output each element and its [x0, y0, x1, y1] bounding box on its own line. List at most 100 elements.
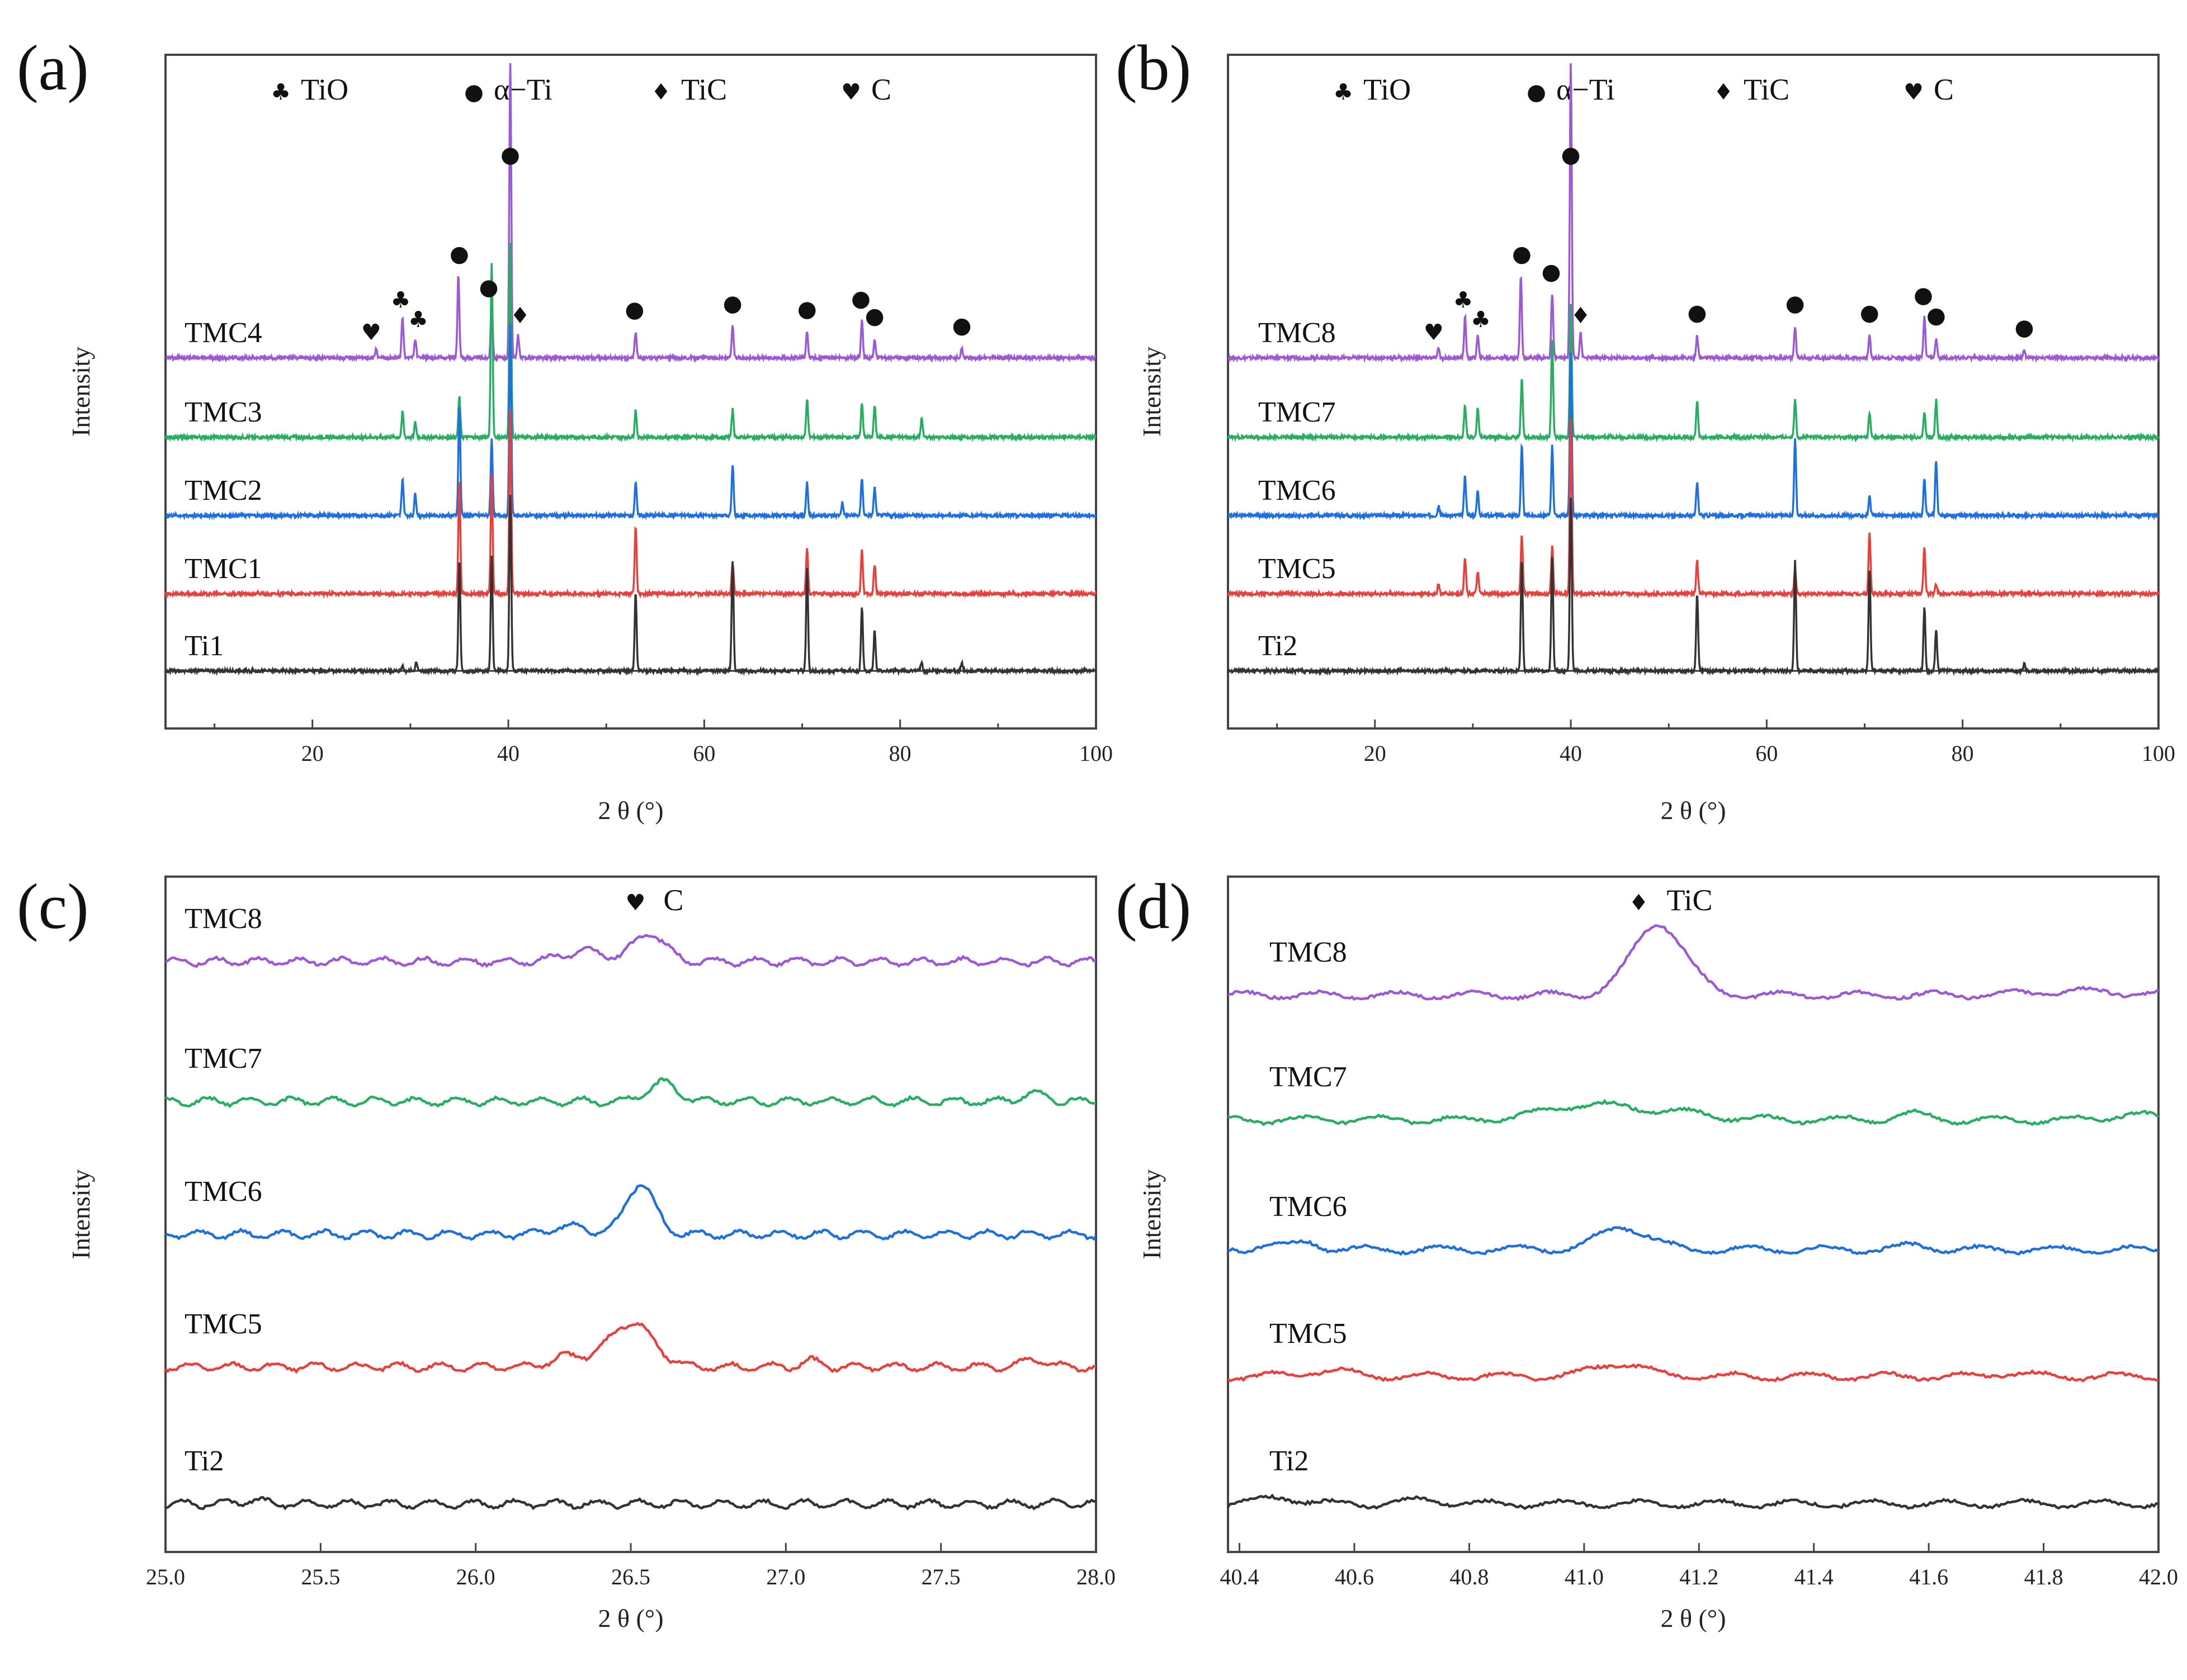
peak-marker-icon: ● [625, 297, 645, 323]
series-label-TMC5: TMC5 [1269, 1318, 1347, 1350]
x-tick-label: 41.2 [1679, 1564, 1718, 1589]
series-label-TMC5: TMC5 [1258, 553, 1336, 585]
x-tick-label: 40.4 [1220, 1564, 1259, 1589]
x-tick-label: 27.0 [766, 1564, 805, 1589]
panel-b: (b) 20 40 60 80 100 2 θ (°) Intensity ♣ TiO ● α−Ti ♦… [1116, 32, 2175, 825]
legend-entry-TiO: ♣ TiO [271, 73, 348, 106]
plot-frame [1227, 54, 2160, 730]
legend-label: C [871, 73, 891, 106]
panel-d: (d) 40.4 40.6 40.8 41.0 41.2 41.4 41.6 41.8 42.0 2… [1116, 871, 2178, 1632]
series-label-Ti2: Ti2 [1258, 630, 1297, 662]
legend-symbol-icon: ♣ [271, 79, 291, 105]
panel-letter-b: (b) [1116, 32, 1191, 104]
peak-annotation-label: TiC [1666, 883, 1712, 917]
series-line-TMC7 [164, 1077, 1097, 1108]
y-axis-title: Intensity [67, 1170, 95, 1260]
legend-entry-C: ♥ C [1903, 73, 1954, 106]
x-tick-label: 41.6 [1909, 1564, 1948, 1589]
peak-marker-icon: ♥ [361, 320, 381, 346]
panel-c: (c) 25.0 25.5 26.0 26.5 27.0 27.5 28.0 2 θ (°) In… [17, 871, 1116, 1632]
x-axis-title: 2 θ (°) [598, 796, 663, 825]
series-line-Ti2 [165, 1496, 1097, 1511]
x-axis-title: 2 θ (°) [598, 1604, 663, 1632]
series-label-Ti2: Ti2 [1269, 1445, 1309, 1477]
peak-marker-icon: ● [865, 303, 885, 329]
series-line-TMC5 [164, 1322, 1097, 1374]
legend-label: C [1934, 73, 1954, 106]
peak-marker-icon: ● [1688, 300, 1707, 325]
x-tick-label: 28.0 [1076, 1564, 1116, 1589]
legend-label: α−Ti [494, 73, 552, 106]
peak-marker-icon: ● [1542, 259, 1561, 285]
peak-marker-icon: ♦ [510, 303, 530, 329]
x-tick-label: 60 [1755, 741, 1778, 766]
peak-marker-icon: ● [479, 275, 499, 300]
series-line-TMC5 [1227, 1363, 2159, 1383]
series-line-TMC4 [166, 63, 1097, 363]
peak-marker-icon: ● [1786, 291, 1805, 316]
x-tick-label: 40.8 [1449, 1564, 1489, 1589]
legend-entry-TiO: ♣ TiO [1333, 73, 1411, 106]
series-line-Ti2 [1227, 498, 2160, 676]
peak-marker-icon: ♣ [1471, 307, 1491, 333]
series-label-Ti1: Ti1 [185, 630, 224, 662]
legend-entry-TiC: ♦ TiC [651, 73, 727, 106]
peak-marker-icon: ● [851, 286, 871, 312]
peak-marker-icon: ● [500, 142, 520, 168]
series-line-TMC8 [1227, 924, 2159, 1001]
peak-marker-icon: ● [952, 313, 972, 339]
series-label-TMC7: TMC7 [1269, 1061, 1347, 1093]
panel-a: (a) 20 40 60 80 100 2 θ (°) Intensity ♣ TiO ● α−Ti ♦… [17, 32, 1113, 825]
x-axis-title: 2 θ (°) [1660, 1604, 1726, 1632]
peak-marker-icon: ● [1926, 303, 1946, 329]
legend-symbol-icon: ♣ [1333, 79, 1353, 105]
x-tick-label: 20 [301, 741, 324, 766]
x-tick-label: 25.0 [146, 1564, 185, 1589]
peak-marker-icon: ● [1512, 242, 1532, 267]
series-label-TMC6: TMC6 [185, 1176, 262, 1208]
peak-annotation-label: C [663, 883, 683, 917]
legend-label: TiO [301, 73, 348, 106]
series-label-TMC8: TMC8 [185, 903, 262, 935]
y-axis-title: Intensity [1137, 1170, 1166, 1260]
series-label-TMC1: TMC1 [185, 553, 262, 585]
plot-frame [1227, 876, 2160, 1553]
legend-entry-α−Ti: ● α−Ti [464, 73, 552, 106]
x-tick-label: 41.0 [1565, 1564, 1604, 1589]
series-line-TMC2 [165, 323, 1097, 521]
x-tick-label: 20 [1364, 741, 1386, 766]
x-tick-label: 26.5 [611, 1564, 650, 1589]
peak-marker-icon: ● [1914, 282, 1933, 308]
panel-letter-c: (c) [17, 871, 89, 943]
series-label-TMC7: TMC7 [185, 1043, 262, 1075]
legend-symbol-icon: ♦ [651, 79, 671, 105]
series-label-TMC4: TMC4 [185, 317, 262, 349]
peak-marker-icon: ♥ [1424, 320, 1444, 346]
peak-marker-icon: ♣ [390, 287, 410, 313]
legend-entry-TiC: ♦ TiC [1713, 73, 1789, 106]
series-label-TMC8: TMC8 [1258, 317, 1336, 349]
series-line-TMC7 [1227, 1099, 2160, 1127]
series-line-TMC7 [1227, 304, 2160, 443]
series-label-TMC5: TMC5 [185, 1308, 262, 1340]
plot-frame [164, 54, 1097, 730]
series-line-TMC8 [1227, 63, 2160, 363]
legend-symbol-icon: ♦ [1713, 79, 1733, 105]
x-tick-label: 60 [693, 741, 715, 766]
peak-marker-icon: ● [1860, 300, 1879, 325]
x-tick-label: 40 [1560, 741, 1582, 766]
x-axis-title: 2 θ (°) [1660, 796, 1726, 825]
peak-marker-icon: ● [450, 242, 469, 267]
peak-marker-icon: ● [723, 291, 743, 316]
legend-label: TiC [681, 73, 727, 106]
peak-marker-icon: ♣ [1453, 287, 1473, 313]
series-line-TMC8 [164, 934, 1097, 968]
peak-marker-icon: ♦ [1629, 890, 1649, 916]
peak-marker-icon: ● [1561, 142, 1581, 168]
x-tick-label: 40.6 [1335, 1564, 1374, 1589]
x-tick-label: 25.5 [301, 1564, 340, 1589]
x-tick-label: 40 [497, 741, 519, 766]
series-label-TMC7: TMC7 [1258, 396, 1336, 428]
legend-label: α−Ti [1556, 73, 1615, 106]
